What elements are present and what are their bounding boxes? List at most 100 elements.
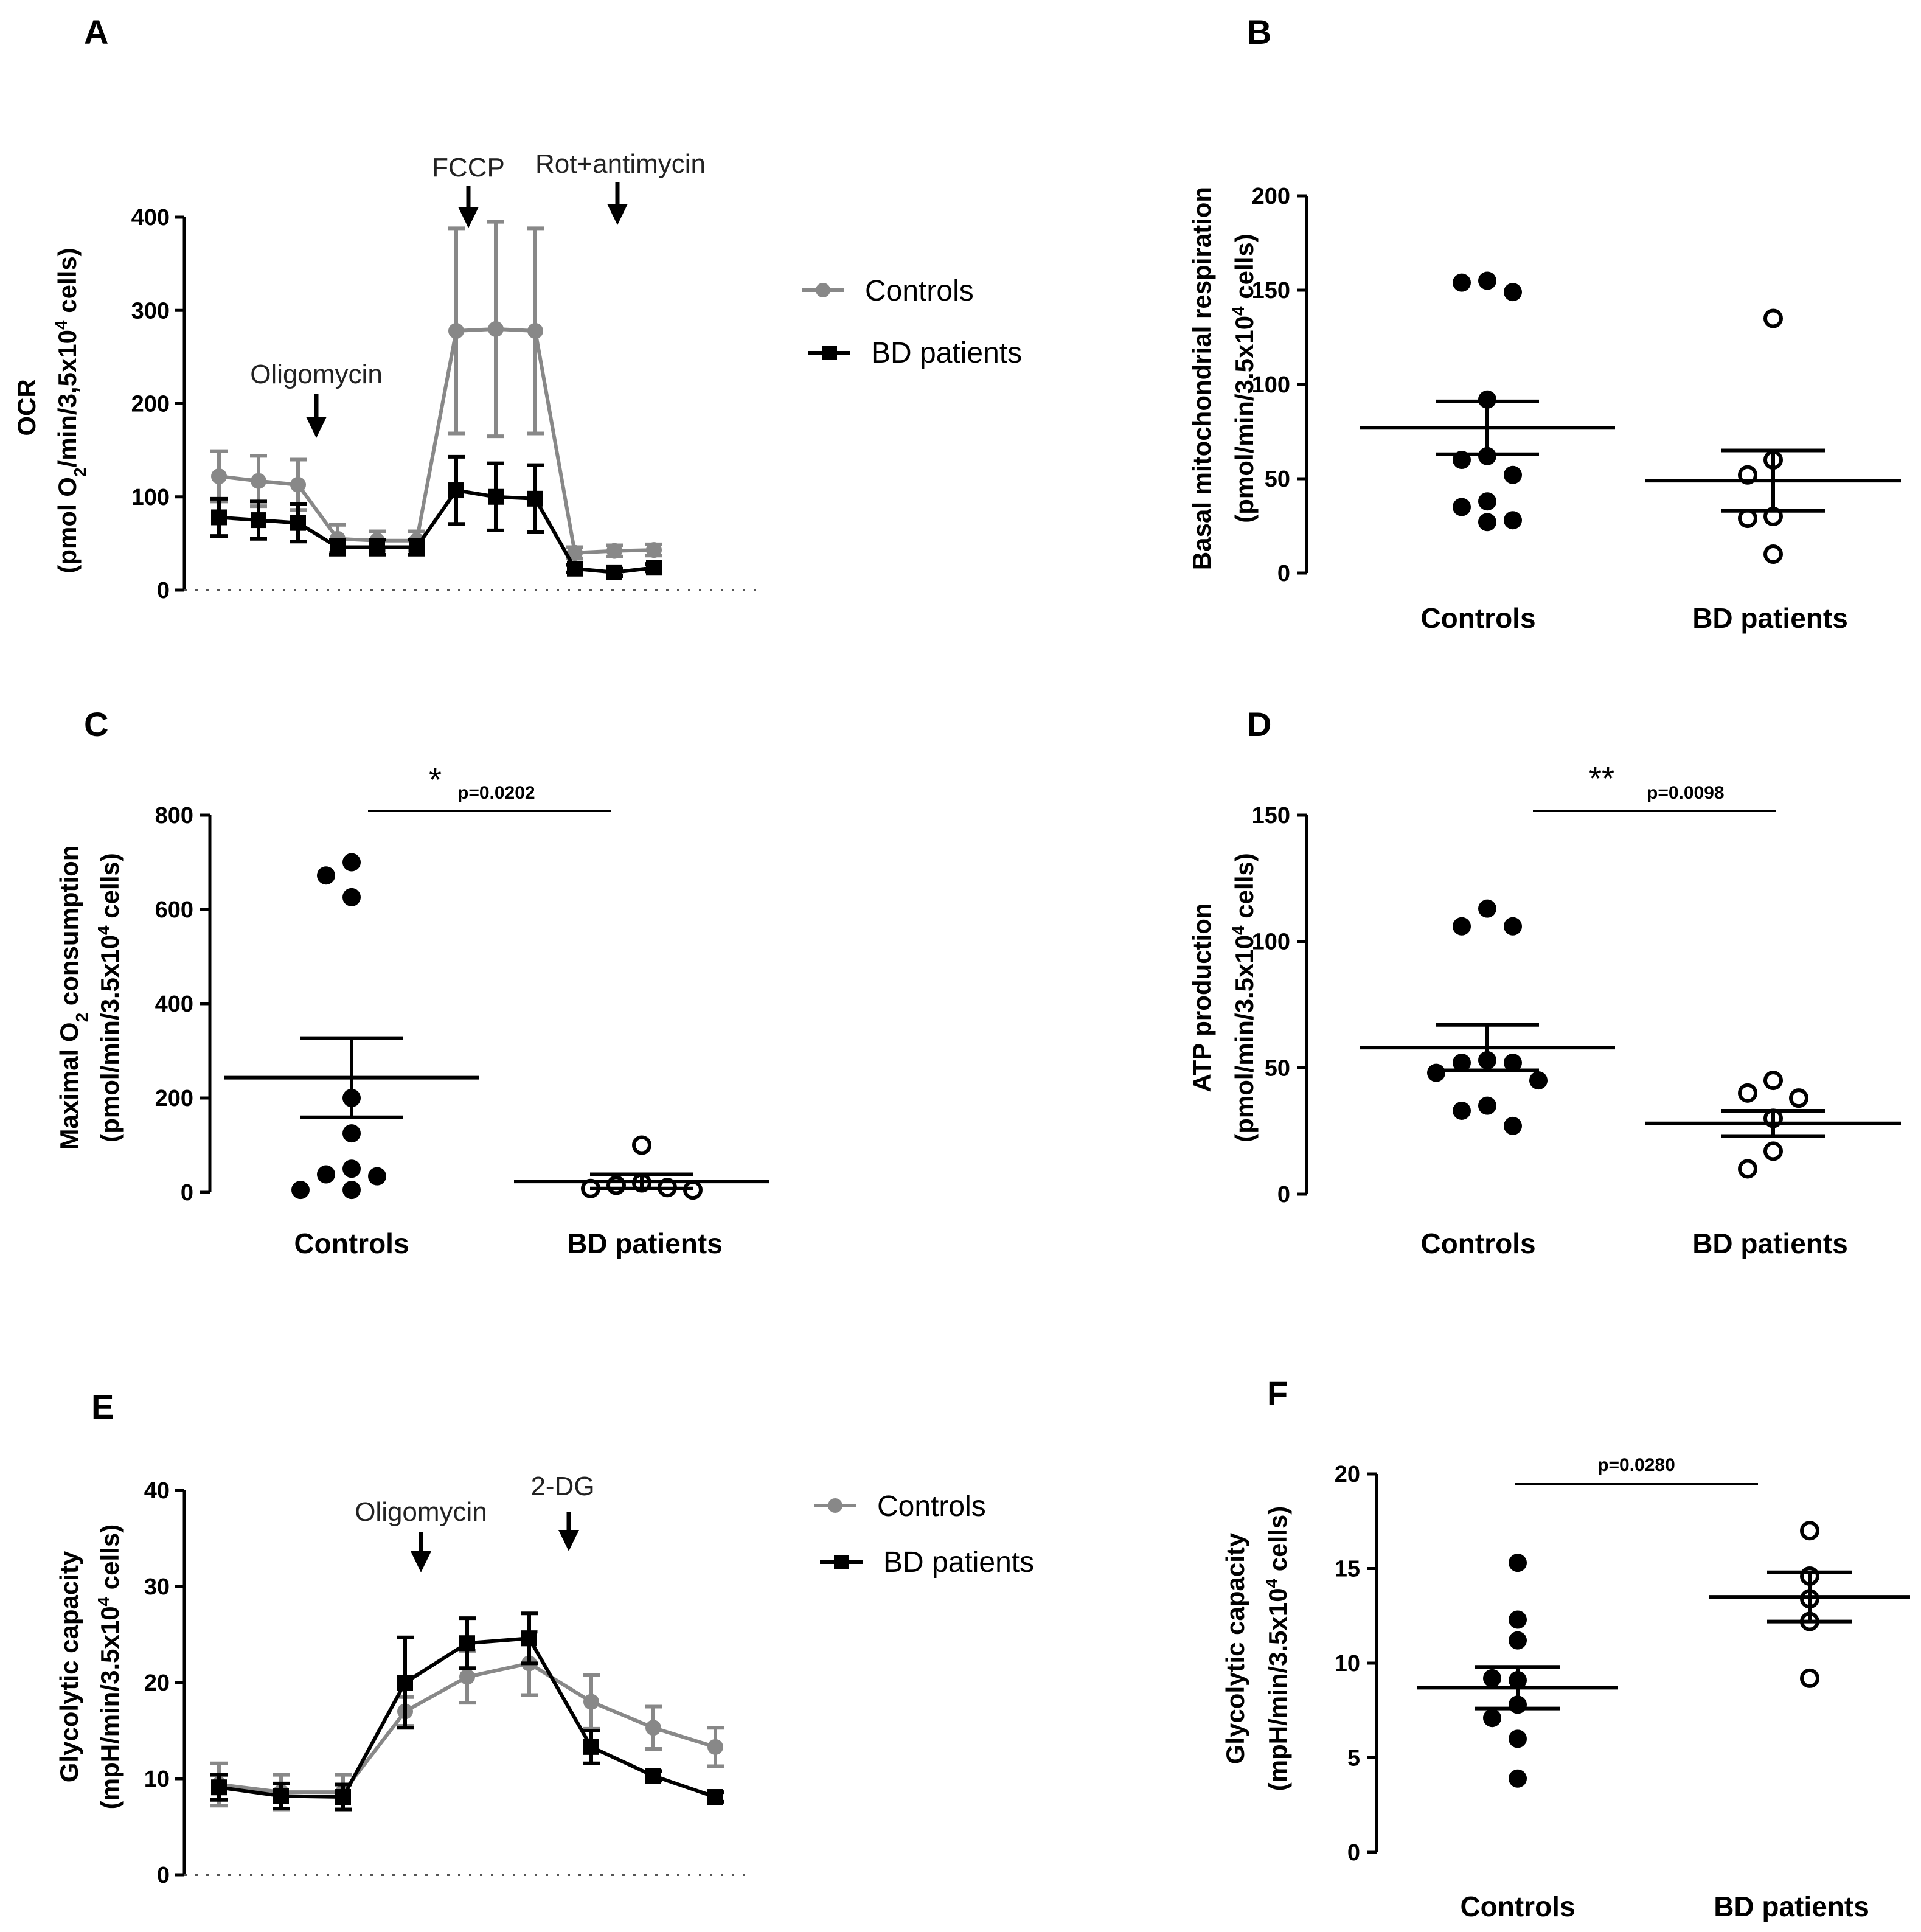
panel-a-rotantimycin-label: Rot+antimycin	[535, 149, 706, 179]
panel-c-cat-patients: BD patients	[567, 1228, 723, 1259]
panel-a-legend: Controls BD patients	[802, 275, 1022, 369]
panel-a-line-patients	[218, 488, 655, 574]
panel-e-legend: Controls BD patients	[814, 1490, 1034, 1579]
panel-a-point-patients	[646, 560, 662, 576]
panel-a-point-controls	[290, 476, 306, 493]
panel-d-point-patients	[1738, 1083, 1757, 1103]
panel-e-y-tick-label: 20	[144, 1670, 170, 1696]
panel-c-plot: 0 200 400 600 800	[155, 803, 769, 1206]
panel-a-fccp-arrow-icon	[458, 186, 479, 228]
panel-e-point-patients	[273, 1788, 289, 1804]
panel-e-point-patients	[583, 1739, 599, 1755]
panel-f-point-controls	[1509, 1769, 1527, 1788]
panel-d-point-controls	[1453, 1054, 1471, 1072]
panel-f-point-controls	[1483, 1709, 1501, 1728]
panel-d-point-controls	[1478, 899, 1496, 918]
panel-c-point-controls	[342, 1124, 361, 1143]
panel-d-point-controls	[1453, 1101, 1471, 1120]
panel-b-y-tick-label: 50	[1265, 467, 1290, 492]
panel-e-oligomycin-arrow-icon	[411, 1532, 431, 1572]
panel-a-point-controls	[567, 544, 583, 561]
panel-b-ylabel: Basal mitochondrial respiration (pmol/mi…	[1187, 187, 1259, 570]
panel-a-point-patients	[567, 560, 583, 577]
panel-d-y-tick-label: 150	[1252, 803, 1290, 829]
panel-d-point-patients	[1789, 1088, 1808, 1108]
panel-b-point-controls	[1504, 511, 1522, 530]
panel-a-y-tick-label: 300	[131, 298, 170, 324]
panel-b-cat-controls: Controls	[1420, 602, 1535, 634]
panel-e-legend-controls-label: Controls	[877, 1490, 986, 1523]
panel-f-ylabel-main: Glycolytic capacity	[1221, 1532, 1249, 1764]
panel-e-y-tick-label: 40	[144, 1478, 170, 1504]
panel-b-y-tick-label: 150	[1252, 278, 1290, 304]
panel-a-point-controls	[211, 468, 227, 485]
panel-a-point-patients	[448, 482, 464, 499]
panel-c-point-controls	[317, 866, 335, 885]
panel-e-y-tick-label: 10	[144, 1767, 170, 1792]
panel-c-point-controls	[317, 1165, 335, 1184]
panel-d-cat-controls: Controls	[1420, 1228, 1535, 1259]
panel-c-point-controls	[368, 1167, 386, 1186]
panel-c-point-controls	[342, 1181, 361, 1200]
panel-f-point-controls	[1509, 1610, 1527, 1629]
panel-e-plot: 0 10 20 30 40	[144, 1478, 754, 1888]
panel-a-point-controls	[646, 542, 662, 558]
panel-c-point-patients	[632, 1135, 651, 1155]
panel-c-ylabel: Maximal O2 consumption (pmol/min/3.5x104…	[55, 846, 124, 1150]
panel-d-point-controls	[1478, 1096, 1496, 1115]
panel-c-y-tick-label: 600	[155, 897, 193, 923]
panel-d-ylabel-units: (pmol/min/3.5x104 cells)	[1229, 853, 1259, 1142]
panel-d-point-controls	[1504, 1054, 1522, 1072]
panel-b-point-patients	[1738, 509, 1757, 529]
panel-f-y-tick-label: 20	[1335, 1462, 1360, 1487]
panel-d-pvalue: p=0.0098	[1647, 783, 1725, 803]
panel-e-y-tick-label: 0	[157, 1863, 170, 1888]
panel-f-pvalue: p=0.0280	[1597, 1455, 1675, 1475]
panel-e-ylabel: Glycolytic capacity (mpH/min/3.5x104 cel…	[55, 1524, 124, 1809]
panel-b-point-controls	[1453, 498, 1471, 516]
panel-c-point-controls	[291, 1181, 310, 1200]
panel-f-point-controls	[1509, 1554, 1527, 1572]
panel-c-cat-controls: Controls	[294, 1228, 409, 1259]
panel-c-pvalue: p=0.0202	[457, 783, 535, 803]
panel-a-y-tick-label: 100	[131, 485, 170, 510]
panel-d-ylabel-main: ATP production	[1187, 903, 1216, 1092]
panel-a-ylabel: OCR (pmol O2/min/3,5x104 cells)	[12, 248, 89, 573]
panel-a-point-controls	[606, 543, 622, 559]
panel-e-point-patients	[645, 1768, 661, 1784]
panel-a-point-patients	[330, 539, 346, 555]
panel-d-y-tick-label: 100	[1252, 930, 1290, 955]
panel-c-y-tick-label: 0	[181, 1180, 193, 1206]
panel-f-point-controls	[1483, 1669, 1501, 1687]
panel-b-cat-patients: BD patients	[1692, 602, 1848, 634]
panel-f-point-patients	[1800, 1668, 1819, 1688]
panel-b-point-controls	[1478, 513, 1496, 532]
panel-c-point-controls	[342, 1159, 361, 1178]
panel-e-ylabel-units: (mpH/min/3.5x104 cells)	[94, 1524, 125, 1809]
panel-a-legend-patients-label: BD patients	[871, 337, 1022, 369]
panel-f-y-tick-label: 5	[1347, 1746, 1360, 1771]
panel-e-point-patients	[521, 1630, 537, 1647]
panel-a-legend-controls: Controls	[802, 275, 974, 307]
panel-letter-c: C	[84, 705, 108, 743]
panel-b-ylabel-units: (pmol/min/3.5x104 cells)	[1229, 234, 1259, 523]
panel-e-point-patients	[459, 1635, 475, 1652]
panel-c-point-controls	[342, 853, 361, 872]
panel-a-ylabel-main: OCR	[12, 379, 41, 436]
panel-a-legend-patients: BD patients	[808, 337, 1022, 369]
panel-d-point-patients	[1763, 1071, 1783, 1091]
panel-e-oligomycin-label: Oligomycin	[355, 1497, 487, 1527]
panel-b-point-controls	[1478, 271, 1496, 290]
panel-e-legend-patients: BD patients	[820, 1546, 1034, 1579]
panel-f-y-tick-label: 15	[1335, 1557, 1360, 1582]
panel-c-ylabel-main: Maximal O2 consumption	[55, 846, 91, 1150]
panel-f-point-controls	[1509, 1631, 1527, 1650]
panel-a-point-patients	[409, 539, 425, 555]
panel-c-significance: * p=0.0202	[368, 762, 611, 812]
panel-c-ylabel-units: (pmol/min/3.5x104 cells)	[94, 853, 125, 1142]
panel-a-point-patients	[369, 539, 385, 555]
panel-a-point-patients	[251, 512, 266, 529]
panel-d-plot: 0 50 100 150	[1252, 803, 1901, 1208]
panel-e-legend-patients-label: BD patients	[883, 1546, 1034, 1579]
panel-b-point-controls	[1478, 492, 1496, 511]
